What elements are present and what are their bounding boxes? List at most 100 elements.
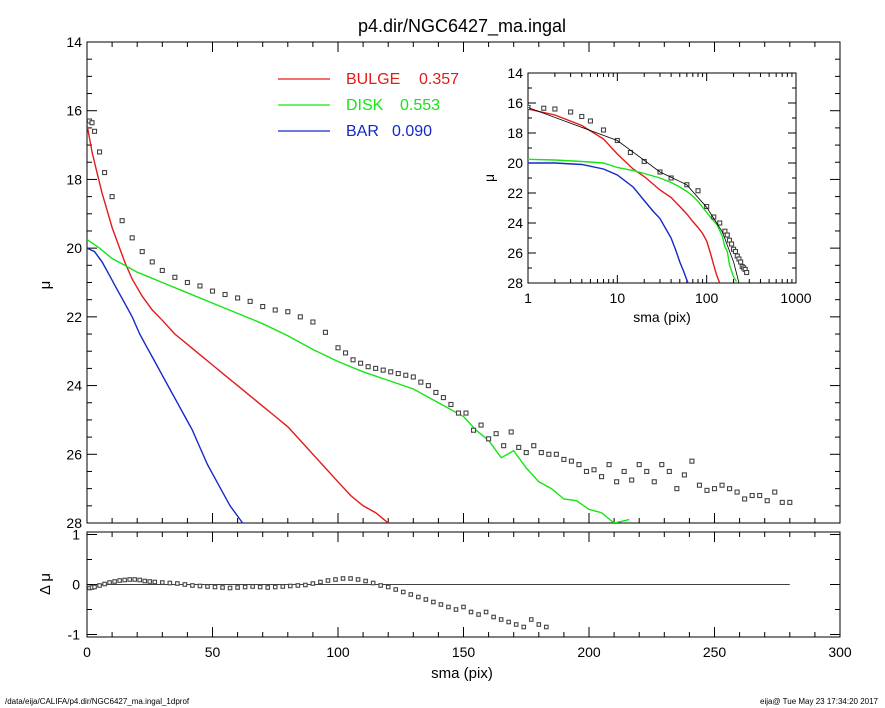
residual-data-point [506, 619, 511, 625]
residual-data-point [416, 594, 421, 600]
residual-data-point [212, 584, 218, 590]
legend-value-bulge: 0.357 [419, 71, 459, 88]
main-data-point [448, 401, 454, 408]
residual-data-point [310, 581, 316, 586]
residual-data-point [491, 614, 496, 620]
residual-data-point [468, 609, 474, 615]
main-data-point [403, 372, 409, 378]
residual-data-point [536, 622, 542, 627]
main-data-point [749, 492, 755, 499]
inset-y-tick-label: 28 [507, 275, 523, 291]
main-data-point [659, 462, 665, 468]
main-data-point [184, 279, 190, 286]
main-data-point [285, 309, 291, 315]
main-data-point [395, 370, 401, 377]
main-data-point [440, 395, 446, 401]
inset-data-point [568, 109, 574, 115]
residual-data-point [127, 577, 132, 582]
residual-x-tick-label: 200 [577, 644, 601, 660]
residual-data-point [385, 584, 391, 590]
residual-data-point [295, 583, 301, 588]
main-data-point [568, 458, 574, 464]
residual-data-point [160, 580, 165, 585]
footer-timestamp: eija@ Tue May 23 17:34:20 2017 [760, 697, 879, 706]
inset-ticks: 14 16 18 20 22 24 26 281 10 100 1000 [507, 65, 811, 306]
main-data-point [538, 450, 544, 456]
legend-value-bar: 0.090 [392, 123, 432, 140]
residual-data-point [393, 587, 399, 592]
residual-y-tick-label: 0 [72, 577, 80, 593]
main-data-point [272, 307, 278, 313]
main-bulge-line [87, 124, 389, 523]
main-data-point [614, 479, 620, 485]
main-data-point [561, 456, 567, 462]
residual-data-point [250, 584, 255, 589]
residual-data-point [197, 583, 203, 589]
inset-data-point [541, 105, 547, 111]
residual-data-point [107, 580, 112, 585]
residual-data-point [175, 581, 180, 586]
main-data-point [297, 314, 303, 320]
inset-x-axis-label: sma (pix) [633, 309, 691, 325]
inset-bar-line [528, 162, 689, 283]
inset-x-tick-label: 100 [695, 290, 719, 306]
main-data-point [222, 291, 228, 298]
main-data-point [583, 468, 590, 475]
main-data-point [380, 367, 386, 373]
residual-data-point [340, 576, 346, 581]
main-data-point [764, 498, 770, 504]
main-data-point [779, 499, 785, 505]
residual-data-point [498, 617, 504, 622]
inset-data-point [724, 232, 730, 238]
residual-data-point [303, 582, 308, 588]
main-data-point [172, 274, 178, 280]
main-data-point [621, 468, 627, 475]
main-y-tick-label: 22 [66, 309, 82, 325]
residual-data-point [92, 584, 97, 590]
main-data-point [636, 462, 642, 468]
residual-data-point [265, 585, 271, 590]
residual-data-point [132, 577, 137, 582]
main-data-point [149, 259, 155, 265]
main-data-point [727, 486, 733, 492]
main-data-point [757, 492, 763, 499]
main-y-tick-label: 16 [66, 103, 82, 119]
residual-y-tick-label: -1 [68, 627, 81, 643]
inset-x-tick-label: 1 [524, 290, 532, 306]
residual-data-point [242, 584, 248, 590]
main-data-point [704, 487, 710, 493]
residual-data-point [152, 579, 158, 585]
main-data-point [787, 499, 793, 505]
main-bar-line [87, 247, 244, 523]
main-data-point [666, 468, 672, 475]
main-data-point [455, 410, 462, 416]
residual-data-point [137, 577, 143, 583]
main-data-point [478, 422, 484, 428]
main-data-point [508, 429, 514, 435]
residual-data-point [348, 576, 353, 581]
legend-label-disk: DISK [346, 97, 384, 114]
main-data-point [209, 288, 216, 294]
inset-x-tick-label: 10 [610, 290, 626, 306]
main-y-tick-label: 28 [66, 515, 82, 531]
residual-data-point [363, 578, 368, 584]
residual-data-point [318, 579, 323, 585]
residual-data-point [355, 577, 361, 582]
residual-data-point [97, 583, 102, 588]
main-data-point [350, 357, 356, 363]
main-data-point [159, 267, 165, 274]
main-data-point [742, 496, 748, 502]
inset-data-point [552, 106, 558, 112]
main-y-tick-label: 14 [66, 34, 82, 50]
inset-data-point [738, 259, 744, 265]
main-data-point [576, 462, 582, 468]
residual-data-point [112, 579, 117, 584]
main-data-point [531, 443, 537, 449]
residual-y-tick-label: 1 [72, 527, 80, 543]
main-data-point [501, 443, 507, 449]
main-data-point [418, 379, 424, 385]
residual-data-point [370, 580, 376, 586]
residual-data-point [257, 584, 263, 590]
residual-x-tick-label: 250 [703, 644, 727, 660]
